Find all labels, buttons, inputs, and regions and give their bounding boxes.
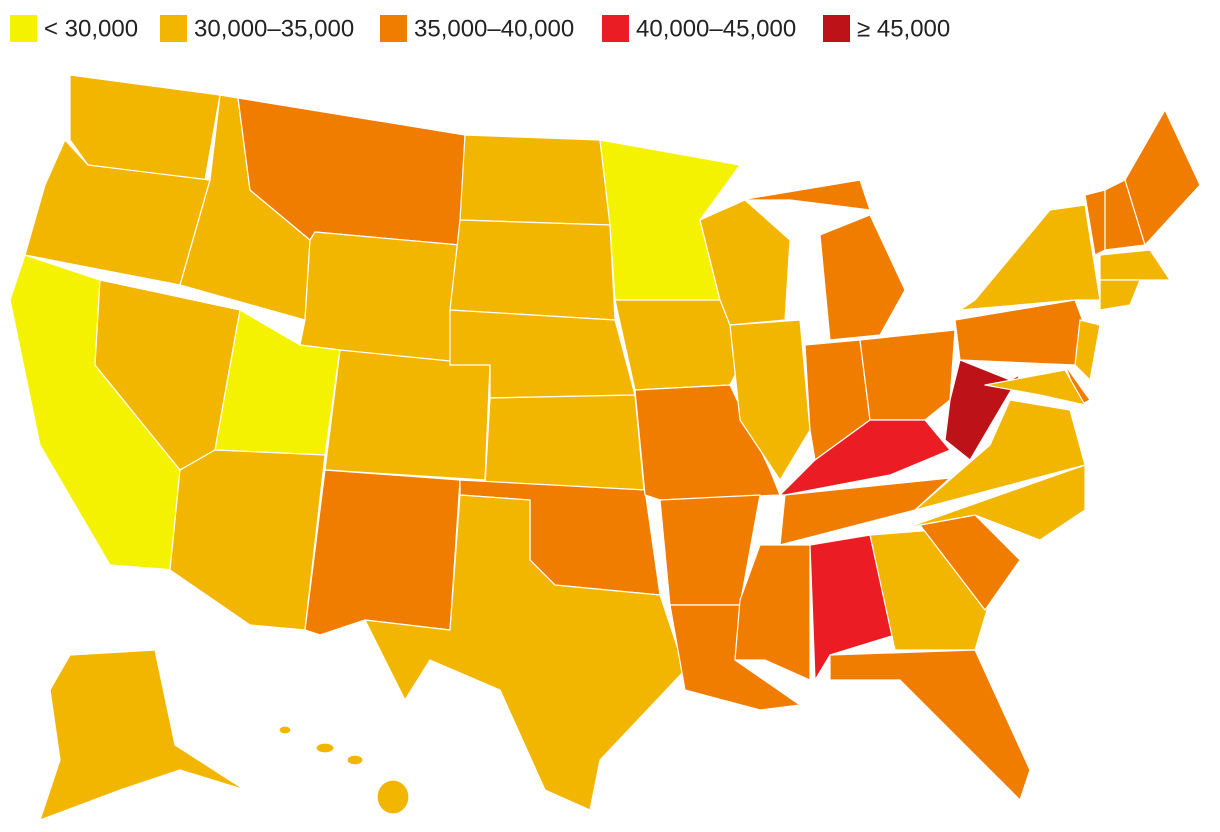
state: [459, 134, 611, 226]
state: [278, 725, 292, 735]
state: [819, 214, 906, 341]
legend-swatch: [10, 15, 37, 42]
state: [984, 369, 1086, 406]
legend-label: 35,000–40,000: [414, 15, 574, 42]
state: [1074, 319, 1101, 381]
legend: < 30,000 30,000–35,000 35,000–40,000 40,000…: [10, 15, 950, 42]
state: [1099, 249, 1171, 281]
legend-swatch: [160, 15, 187, 42]
states: [9, 74, 1201, 821]
legend-label: 40,000–45,000: [636, 15, 796, 42]
legend-label: 30,000–35,000: [194, 15, 354, 42]
state: [376, 779, 410, 815]
state: [69, 74, 221, 181]
state: [324, 349, 491, 481]
legend-swatch: [823, 15, 850, 42]
state: [346, 754, 364, 766]
legend-label: ≥ 45,000: [857, 15, 950, 42]
state: [859, 329, 956, 421]
state: [779, 419, 951, 496]
state: [364, 494, 686, 811]
state: [729, 319, 811, 481]
state: [304, 469, 461, 636]
state: [829, 649, 1031, 801]
state: [809, 534, 896, 681]
state: [214, 309, 341, 456]
legend-swatch: [602, 15, 629, 42]
state: [299, 231, 461, 366]
legend-swatch: [380, 15, 407, 42]
state: [739, 179, 871, 211]
state: [1124, 109, 1201, 246]
state: [1099, 279, 1141, 311]
state: [959, 204, 1101, 311]
state: [449, 219, 616, 321]
state: [954, 299, 1091, 366]
legend-label: < 30,000: [44, 15, 138, 42]
state: [315, 742, 335, 754]
state: [39, 649, 246, 821]
state: [169, 449, 326, 631]
state: [914, 399, 1086, 511]
